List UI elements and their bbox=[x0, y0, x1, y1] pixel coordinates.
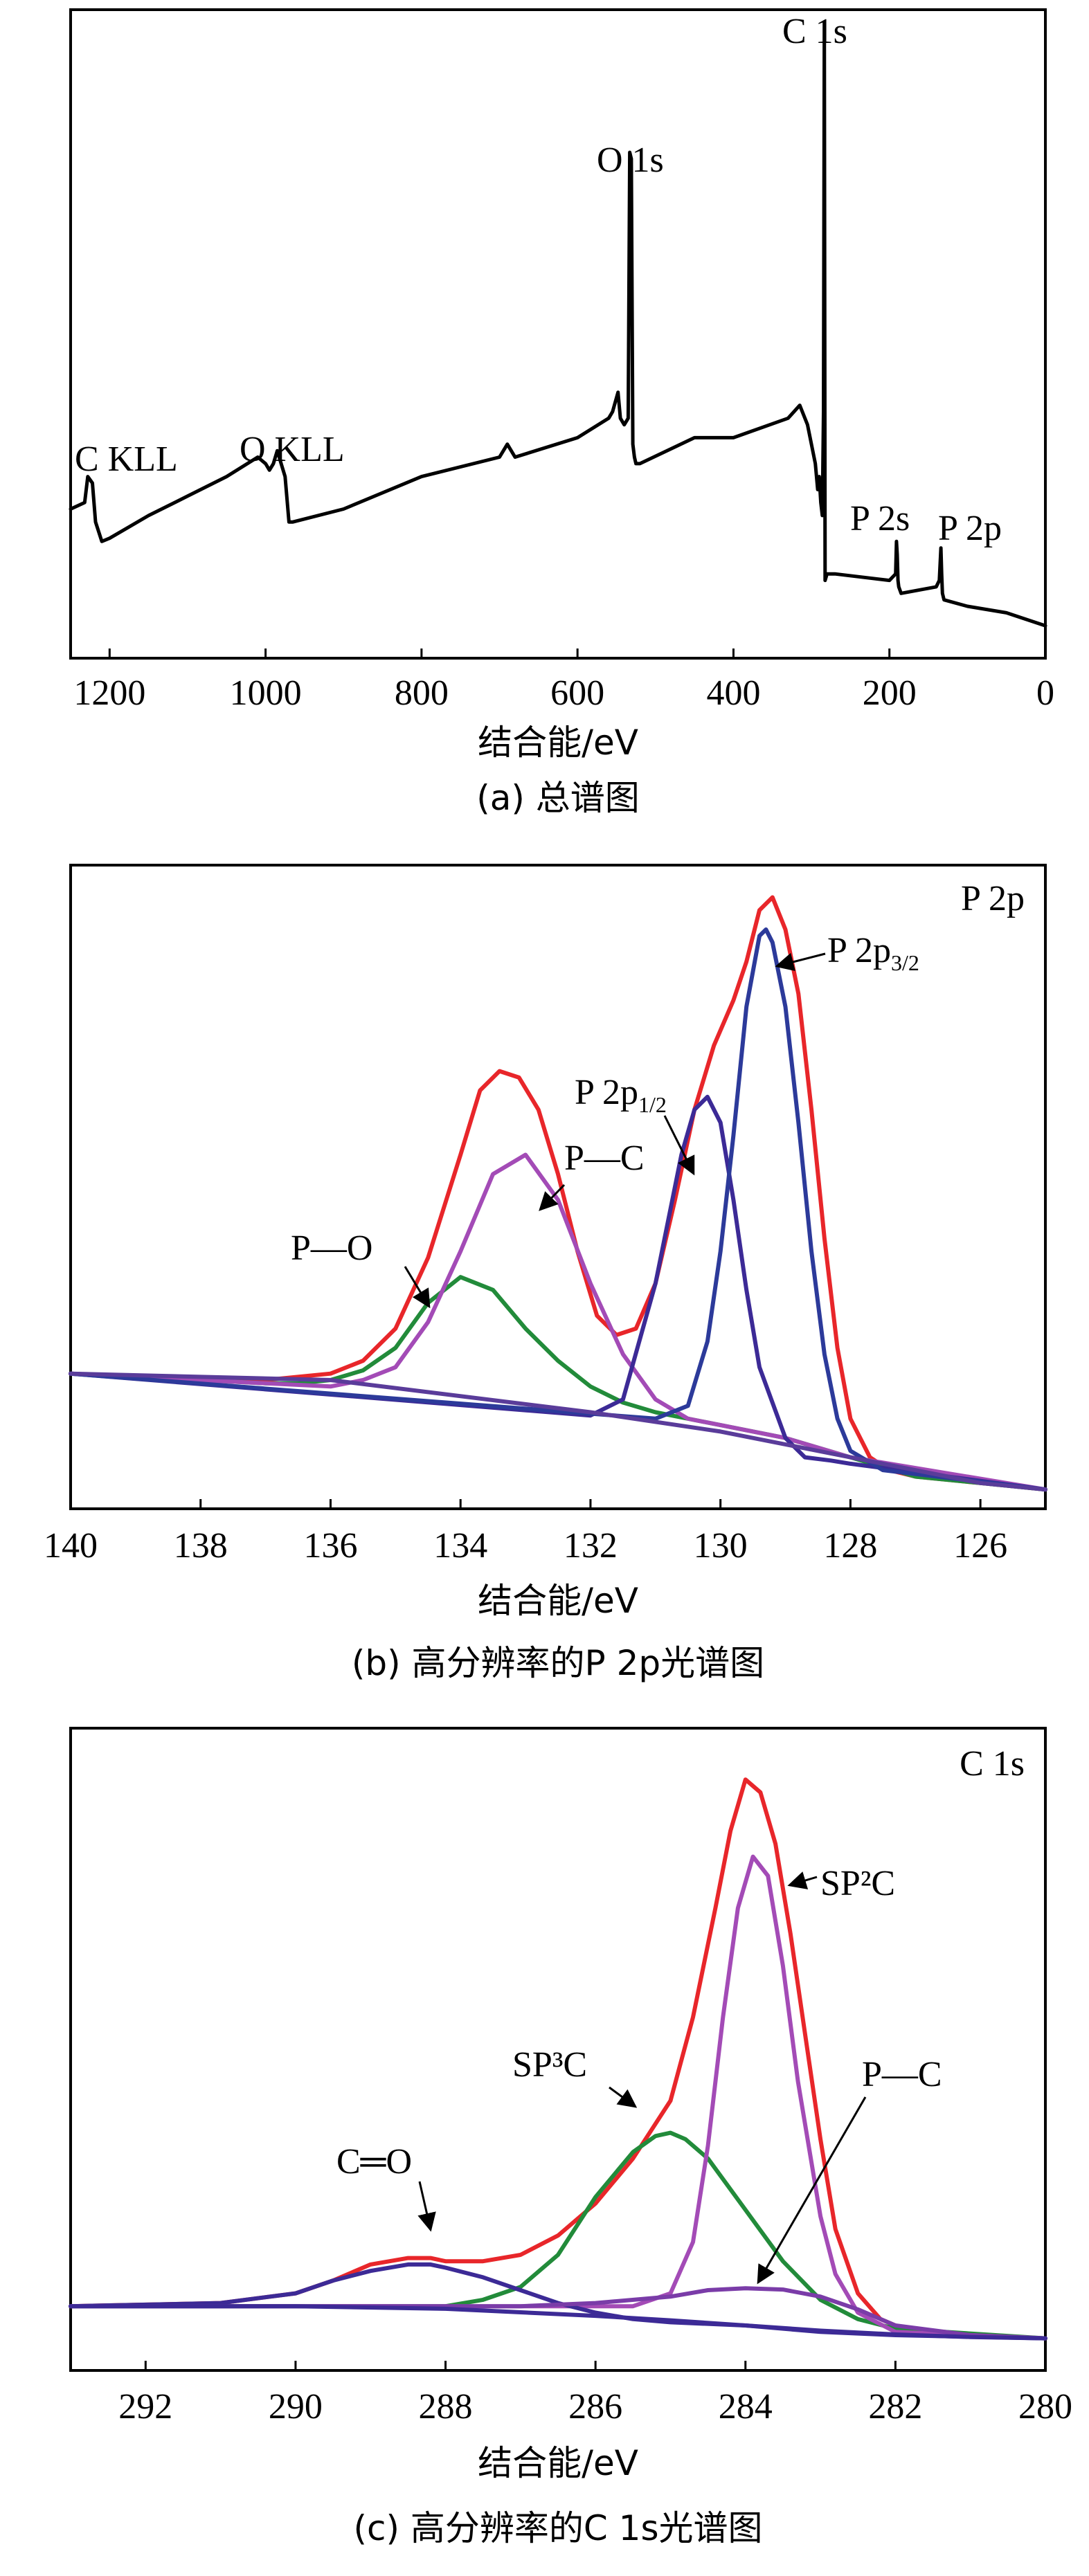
panel-a-tick-label: 0 bbox=[1036, 673, 1054, 713]
panel-b-series-p-c bbox=[69, 1152, 1047, 1492]
panel-a-tick-label: 800 bbox=[395, 673, 449, 713]
panel-b-arrow-p2p12 bbox=[663, 1115, 695, 1176]
panel-b-label-p2p12-sub: 1/2 bbox=[638, 1092, 667, 1117]
panel-a-label-p2s: P 2s bbox=[850, 499, 910, 538]
panel-b-label-p2p12-main: P 2p bbox=[575, 1073, 638, 1112]
panel-b-label-p2p32: P 2p3/2 bbox=[827, 931, 919, 975]
panel-c-series-group bbox=[69, 1777, 1047, 2341]
panel-b-tick-label: 140 bbox=[44, 1526, 98, 1566]
panel-a-x-ticks: 1200 1000 800 600 400 200 0 bbox=[73, 648, 1054, 713]
panel-b-caption: (b) 高分辨率的P 2p光谱图 bbox=[352, 1643, 764, 1683]
panel-c-label-c-o: C═O bbox=[336, 2142, 412, 2182]
panel-b-tick-label: 138 bbox=[174, 1526, 228, 1566]
panel-a-label-c1s: C 1s bbox=[782, 12, 847, 51]
panel-c-arrow-sp3c bbox=[609, 2086, 638, 2108]
panel-c-series-background bbox=[69, 2304, 1047, 2341]
panel-a-tick-label: 400 bbox=[706, 673, 760, 713]
panel-a-plot-frame bbox=[69, 8, 1047, 660]
panel-b-label-p-c: P—C bbox=[564, 1139, 645, 1178]
panel-a: 1200 1000 800 600 400 200 0 结合能/eV (a) 总谱图 C 1… bbox=[69, 8, 1054, 818]
panel-b-series-background bbox=[69, 1371, 1047, 1492]
panel-a-series-group bbox=[69, 21, 1047, 628]
panel-a-tick-label: 200 bbox=[863, 673, 917, 713]
panel-b-arrow-p-o bbox=[404, 1266, 431, 1309]
panel-a-label-p2p: P 2p bbox=[938, 509, 1002, 548]
panel-a-tick-label: 600 bbox=[550, 673, 604, 713]
panel-b-x-axis-title: 结合能/eV bbox=[478, 1581, 638, 1621]
panel-c-tick-label: 292 bbox=[118, 2387, 172, 2427]
panel-b-tick-label: 126 bbox=[953, 1526, 1007, 1566]
panel-c-x-ticks: 292 290 288 286 284 282 280 bbox=[118, 2361, 1072, 2427]
panel-b-label-p2p32-sub: 3/2 bbox=[891, 950, 919, 975]
panel-c-arrow-sp2c bbox=[787, 1871, 818, 1889]
panel-a-series-line-0 bbox=[69, 21, 1047, 628]
panel-a-x-axis-title: 结合能/eV bbox=[478, 723, 638, 763]
panel-c-tick-label: 286 bbox=[568, 2387, 622, 2427]
panel-c-series-sp2c bbox=[69, 1854, 1047, 2341]
panel-c-plot-frame bbox=[69, 1727, 1047, 2372]
panel-b-series-p-2p3-2 bbox=[69, 927, 1047, 1492]
panel-c-caption: (c) 高分辨率的C 1s光谱图 bbox=[353, 2508, 762, 2548]
panel-b-x-ticks: 140 138 136 134 132 130 128 126 bbox=[44, 1499, 1007, 1566]
panel-a-caption: (a) 总谱图 bbox=[476, 778, 640, 818]
panel-c-label-p-c: P—C bbox=[862, 2055, 942, 2094]
panel-c-tick-label: 282 bbox=[868, 2387, 922, 2427]
panel-c-tick-label: 284 bbox=[719, 2387, 773, 2427]
panel-b-label-p-o: P—O bbox=[291, 1228, 372, 1268]
panel-c: 292 290 288 286 284 282 280 结合能/eV (c) 高分辨率的C … bbox=[69, 1727, 1072, 2548]
panel-b-tick-label: 128 bbox=[823, 1526, 877, 1566]
panel-b-tick-label: 132 bbox=[564, 1526, 618, 1566]
panel-b-corner-label: P 2p bbox=[961, 879, 1025, 918]
panel-c-arrow-p-c bbox=[757, 2096, 867, 2285]
panel-a-tick-label: 1000 bbox=[230, 673, 302, 713]
panel-a-tick-label: 1200 bbox=[73, 673, 145, 713]
panel-b-label-p2p12: P 2p1/2 bbox=[575, 1073, 667, 1117]
panel-c-tick-label: 290 bbox=[269, 2387, 323, 2427]
panel-a-label-okll: O KLL bbox=[240, 430, 345, 469]
panel-a-label-o1s: O 1s bbox=[597, 140, 664, 180]
panel-c-arrow-c-o bbox=[417, 2181, 436, 2232]
panel-c-tick-label: 280 bbox=[1018, 2387, 1072, 2427]
panel-c-x-axis-title: 结合能/eV bbox=[478, 2443, 638, 2483]
panel-a-label-ckll: C KLL bbox=[75, 439, 178, 479]
panel-b-series-p-2p1-2 bbox=[69, 1094, 1047, 1492]
panel-b: 140 138 136 134 132 130 128 126 结合能/eV (b) 高分辨率… bbox=[44, 864, 1047, 1683]
panel-c-label-sp3c: SP³C bbox=[512, 2045, 587, 2085]
panel-c-tick-label: 288 bbox=[419, 2387, 473, 2427]
panel-b-arrow-p-c bbox=[539, 1183, 566, 1211]
panel-b-label-p2p32-main: P 2p bbox=[827, 931, 891, 970]
panel-b-tick-label: 130 bbox=[694, 1526, 748, 1566]
panel-b-series-group bbox=[69, 895, 1047, 1492]
panel-c-series-line-0 bbox=[69, 1777, 1047, 2341]
panel-c-corner-label: C 1s bbox=[960, 1744, 1025, 1784]
panel-b-tick-label: 136 bbox=[303, 1526, 357, 1566]
panel-b-arrow-p2p32 bbox=[775, 952, 826, 972]
panel-c-label-sp2c: SP²C bbox=[820, 1864, 895, 1903]
panel-b-tick-label: 134 bbox=[433, 1526, 487, 1566]
panel-b-series-line-0 bbox=[69, 895, 1047, 1492]
panel-c-series-p-c bbox=[69, 2286, 1047, 2341]
panel-b-plot-frame bbox=[69, 864, 1047, 1510]
panel-c-series-sp3c bbox=[69, 2130, 1047, 2341]
